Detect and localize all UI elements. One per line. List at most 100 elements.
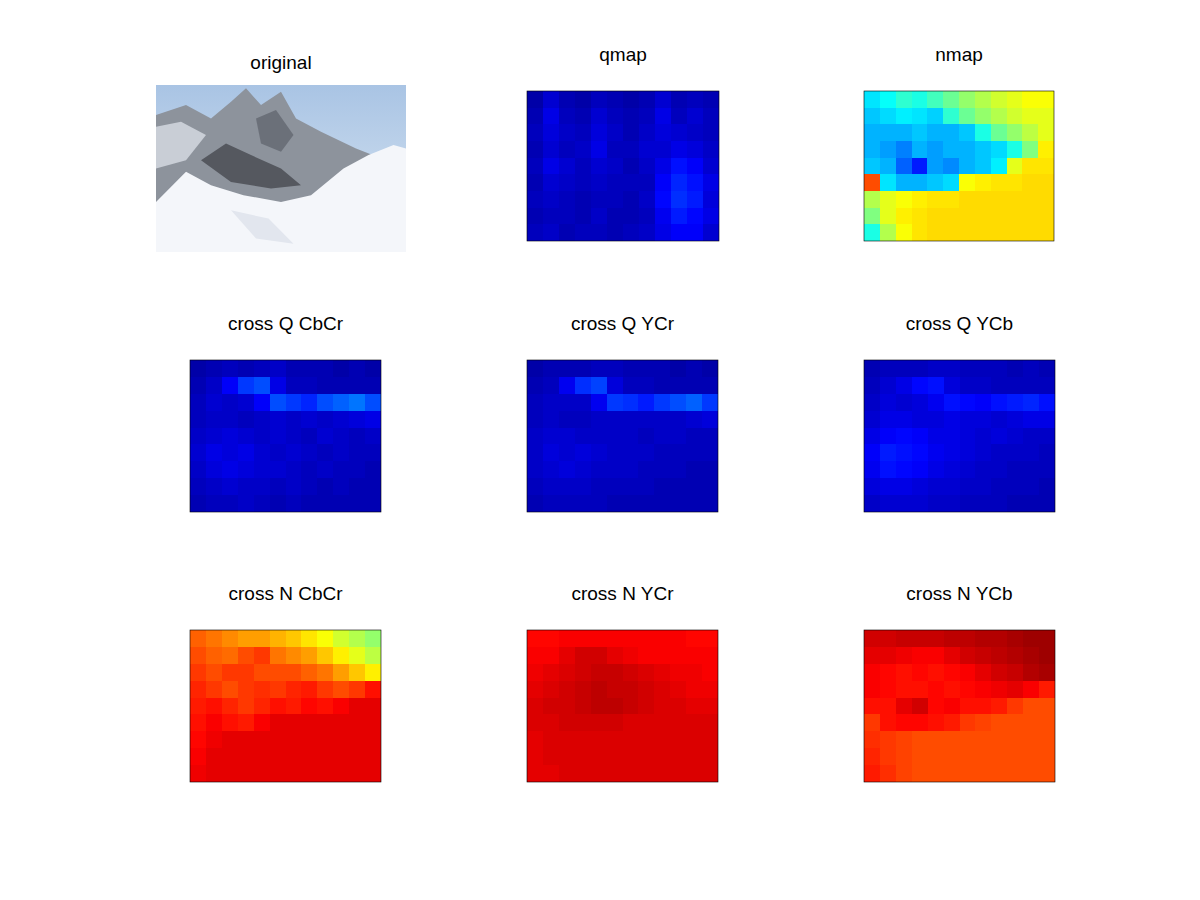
heat-cell bbox=[960, 495, 977, 512]
heat-cell bbox=[928, 681, 945, 698]
heat-cell bbox=[654, 748, 671, 765]
heat-cell bbox=[912, 495, 929, 512]
heat-cell bbox=[1023, 630, 1040, 647]
heat-cell bbox=[543, 681, 560, 698]
heat-cell bbox=[543, 748, 560, 765]
heat-cell bbox=[254, 495, 271, 512]
heat-cell bbox=[607, 174, 624, 191]
heat-cell bbox=[960, 698, 977, 715]
heat-cell bbox=[349, 377, 366, 394]
heat-cell bbox=[270, 664, 287, 681]
heat-cell bbox=[222, 394, 239, 411]
heat-cell bbox=[190, 664, 207, 681]
heat-cell bbox=[864, 141, 880, 158]
heat-cell bbox=[333, 748, 350, 765]
cells bbox=[190, 360, 381, 512]
heat-cell bbox=[190, 428, 207, 445]
heat-cell bbox=[654, 714, 671, 731]
heat-cell bbox=[896, 664, 913, 681]
heat-cell bbox=[591, 714, 608, 731]
heat-cell bbox=[928, 698, 945, 715]
heat-cell bbox=[206, 698, 223, 715]
heat-cell bbox=[671, 124, 688, 141]
heat-cell bbox=[254, 478, 271, 495]
heat-cell bbox=[991, 141, 1007, 158]
heat-cell bbox=[702, 461, 718, 478]
heat-cell bbox=[912, 158, 928, 175]
heat-cell bbox=[575, 224, 592, 241]
axes-frame bbox=[864, 91, 1054, 241]
heat-cell bbox=[543, 731, 560, 748]
heat-cell bbox=[991, 664, 1008, 681]
heat-cell bbox=[607, 191, 624, 208]
heat-cell bbox=[206, 461, 223, 478]
heat-cell bbox=[975, 141, 991, 158]
heat-cell bbox=[1038, 108, 1054, 125]
heat-cell bbox=[527, 224, 544, 241]
heat-cell bbox=[991, 91, 1007, 108]
heat-cell bbox=[254, 681, 271, 698]
heat-cell bbox=[880, 765, 897, 782]
heat-cell bbox=[527, 714, 544, 731]
heat-cell bbox=[190, 444, 207, 461]
axes-frame bbox=[864, 630, 1055, 782]
heat-cell bbox=[206, 664, 223, 681]
heat-cell bbox=[959, 224, 975, 241]
heat-cell bbox=[912, 748, 929, 765]
heat-cell bbox=[686, 765, 703, 782]
heat-cell bbox=[912, 647, 929, 664]
heat-cell bbox=[864, 765, 881, 782]
heat-cell bbox=[559, 461, 576, 478]
heat-cell bbox=[575, 360, 592, 377]
heat-cell bbox=[1023, 360, 1040, 377]
heat-cell bbox=[349, 428, 366, 445]
heat-cell bbox=[607, 158, 624, 175]
heat-cell bbox=[959, 208, 975, 225]
heat-cell bbox=[559, 377, 576, 394]
heat-cell bbox=[333, 360, 350, 377]
heat-cell bbox=[1023, 478, 1040, 495]
heat-cell bbox=[575, 664, 592, 681]
heat-cell bbox=[975, 748, 992, 765]
heat-cell bbox=[623, 495, 640, 512]
heat-cell bbox=[575, 428, 592, 445]
heat-cell bbox=[286, 748, 303, 765]
heat-cell bbox=[575, 731, 592, 748]
heat-cell bbox=[559, 141, 576, 158]
heat-cell bbox=[928, 360, 945, 377]
heat-cell bbox=[270, 731, 287, 748]
heat-cell bbox=[607, 377, 624, 394]
heat-cell bbox=[991, 461, 1008, 478]
heat-cell bbox=[991, 377, 1008, 394]
heat-cell bbox=[639, 208, 656, 225]
heat-cell bbox=[559, 748, 576, 765]
heat-cell bbox=[1038, 191, 1054, 208]
heat-cell bbox=[975, 444, 992, 461]
heat-cell bbox=[623, 428, 640, 445]
heat-cell bbox=[638, 664, 655, 681]
heat-cell bbox=[912, 174, 928, 191]
heat-cell bbox=[527, 208, 544, 225]
heat-cell bbox=[286, 394, 303, 411]
heat-cell bbox=[591, 478, 608, 495]
subplot bbox=[864, 360, 1056, 513]
heat-cell bbox=[623, 360, 640, 377]
heat-cell bbox=[975, 681, 992, 698]
heat-cell bbox=[301, 461, 318, 478]
heat-cell bbox=[912, 444, 929, 461]
heat-cell bbox=[301, 630, 318, 647]
heat-cell bbox=[687, 158, 704, 175]
heat-cell bbox=[607, 461, 624, 478]
heat-cell bbox=[896, 444, 913, 461]
heat-cell bbox=[1007, 174, 1023, 191]
heat-cell bbox=[991, 681, 1008, 698]
heat-cell bbox=[623, 461, 640, 478]
heat-cell bbox=[639, 224, 656, 241]
heat-cell bbox=[575, 748, 592, 765]
heat-cell bbox=[655, 158, 672, 175]
heat-cell bbox=[864, 224, 880, 241]
heat-cell bbox=[559, 394, 576, 411]
heat-cell bbox=[880, 394, 897, 411]
heat-cell bbox=[960, 478, 977, 495]
heat-cell bbox=[654, 377, 671, 394]
